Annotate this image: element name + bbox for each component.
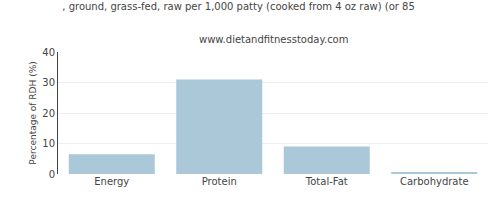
svg-text:20: 20	[42, 108, 55, 119]
svg-text:Total-Fat: Total-Fat	[305, 176, 348, 187]
svg-text:www.dietandfitnesstoday.com: www.dietandfitnesstoday.com	[199, 34, 348, 45]
svg-text:, ground, grass-fed, raw per 1: , ground, grass-fed, raw per 1,000 patty…	[62, 1, 415, 12]
svg-text:Percentage of RDH (%): Percentage of RDH (%)	[28, 61, 38, 164]
svg-text:Protein: Protein	[202, 176, 237, 187]
svg-text:Carbohydrate: Carbohydrate	[400, 176, 469, 187]
svg-text:0: 0	[49, 169, 55, 180]
svg-text:Energy: Energy	[94, 176, 129, 187]
svg-text:30: 30	[42, 77, 55, 88]
svg-text:10: 10	[42, 138, 55, 149]
svg-text:40: 40	[42, 47, 55, 58]
